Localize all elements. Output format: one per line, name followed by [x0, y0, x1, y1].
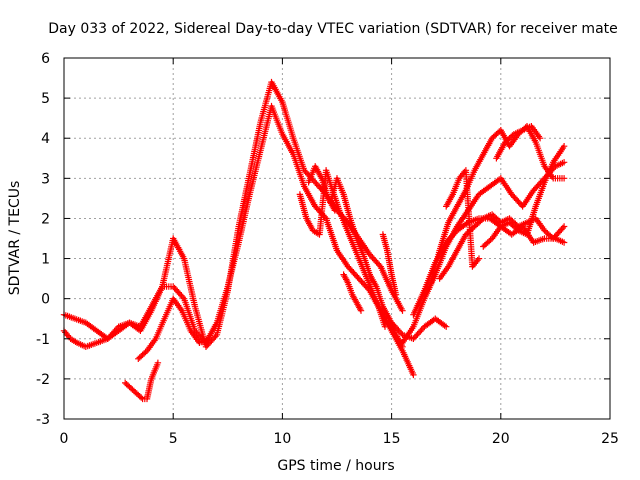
- series-track-d: [135, 295, 212, 362]
- axis-ticks: [63, 57, 611, 420]
- plus-markers: [436, 211, 568, 282]
- y-tick-label: -1: [36, 332, 50, 348]
- plus-markers: [493, 123, 544, 162]
- x-tick-label: 20: [492, 431, 510, 447]
- x-tick-label: 5: [169, 431, 178, 447]
- x-tick-label: 15: [383, 431, 401, 447]
- series-track-o: [443, 167, 483, 270]
- y-tick-label: 6: [41, 51, 50, 67]
- chart-title: Day 033 of 2022, Sidereal Day-to-day VTE…: [48, 21, 618, 37]
- series-track-q: [493, 123, 544, 162]
- y-tick-label: 5: [41, 91, 50, 107]
- plus-markers: [480, 143, 568, 250]
- x-tick-label: 25: [601, 431, 619, 447]
- plus-markers: [135, 295, 212, 362]
- y-tick-label: 2: [41, 211, 50, 227]
- plus-markers: [388, 315, 450, 342]
- plus-markers: [427, 123, 568, 286]
- y-tick-label: -3: [36, 412, 50, 428]
- y-tick-label: 4: [41, 131, 50, 147]
- y-tick-label: 0: [41, 292, 50, 308]
- plus-markers: [60, 78, 406, 350]
- y-tick-label: 3: [41, 171, 50, 187]
- series-track-p: [480, 143, 568, 250]
- x-tick-label: 0: [60, 431, 69, 447]
- x-axis-label: GPS time / hours: [277, 458, 394, 474]
- plot-frame: [63, 57, 611, 420]
- series-track-b: [60, 78, 406, 350]
- y-axis-tick-labels: -3 -2 -1 0 1 2 3 4 5 6: [36, 51, 50, 428]
- y-tick-label: 1: [41, 252, 50, 268]
- series-track-j: [388, 315, 450, 342]
- data-points: [60, 78, 568, 403]
- series-track-m: [427, 123, 568, 286]
- plus-markers: [443, 167, 483, 270]
- y-axis-label: SDTVAR / TECUs: [7, 181, 23, 296]
- y-tick-label: -2: [36, 372, 50, 388]
- plus-markers: [340, 271, 365, 314]
- series-track-e: [296, 167, 389, 330]
- series-track-c: [122, 359, 162, 403]
- plus-markers: [296, 167, 389, 330]
- series-track-i: [379, 231, 400, 298]
- plus-markers: [122, 359, 162, 403]
- x-tick-label: 10: [273, 431, 291, 447]
- plus-markers: [379, 231, 400, 298]
- series-track-n: [436, 211, 568, 282]
- series-track-h: [340, 271, 365, 314]
- x-axis-tick-labels: 0 5 10 15 20 25: [60, 431, 619, 447]
